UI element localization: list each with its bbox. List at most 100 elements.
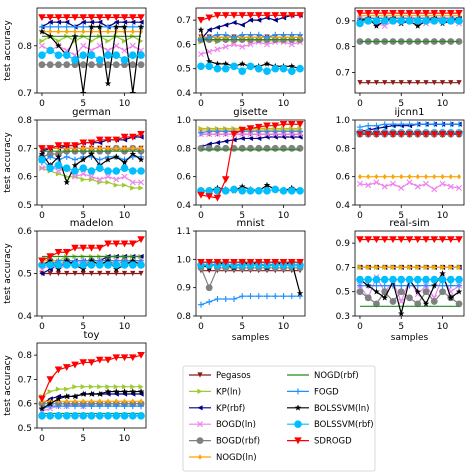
data-point — [128, 354, 137, 362]
data-point — [214, 24, 221, 31]
data-point — [71, 56, 79, 64]
data-point — [398, 80, 404, 86]
data-point — [407, 173, 412, 180]
data-point — [432, 173, 437, 180]
legend-entry-FOGD: FOGD — [287, 387, 339, 397]
data-point — [356, 9, 364, 17]
y-tick-label: 0.9 — [177, 284, 192, 294]
data-point — [63, 393, 70, 400]
data-point — [129, 89, 137, 93]
data-point — [62, 51, 71, 60]
data-point — [104, 261, 112, 269]
data-point — [205, 144, 213, 152]
data-point — [288, 293, 295, 300]
data-point — [96, 176, 103, 183]
data-point — [46, 376, 55, 384]
x-tick-label: 5 — [398, 99, 404, 109]
data-point — [139, 398, 144, 405]
data-point — [95, 14, 104, 22]
data-point — [356, 180, 363, 187]
data-point — [80, 390, 87, 397]
legend-marker — [198, 454, 202, 460]
data-point — [88, 403, 95, 410]
data-point — [366, 173, 371, 180]
data-point — [128, 412, 137, 420]
legend-marker — [294, 437, 302, 445]
data-point — [80, 23, 87, 30]
data-point — [38, 145, 46, 152]
y-tick-label: 0.7 — [336, 68, 350, 78]
data-point — [97, 398, 102, 405]
data-point — [430, 275, 439, 284]
y-tick-label: 0.6 — [18, 400, 33, 410]
data-point — [46, 46, 55, 55]
data-point — [55, 395, 62, 402]
y-tick-label: 0.4 — [177, 89, 192, 99]
data-point — [430, 298, 438, 305]
data-point — [256, 135, 262, 142]
data-point — [389, 17, 397, 25]
data-point — [288, 128, 295, 135]
data-point — [137, 23, 145, 30]
data-point — [205, 284, 213, 292]
data-point — [373, 300, 380, 308]
data-point — [254, 123, 263, 131]
data-point — [104, 51, 112, 60]
data-point — [373, 179, 380, 186]
data-point — [129, 388, 137, 395]
data-point — [239, 60, 246, 67]
data-point — [38, 405, 46, 412]
data-point — [121, 403, 128, 410]
data-point — [128, 261, 137, 269]
data-point — [63, 257, 70, 264]
data-point — [364, 17, 373, 25]
x-tick-label: 5 — [80, 99, 86, 109]
data-point — [230, 12, 238, 19]
data-point — [390, 80, 396, 86]
y-tick-label: 0.8 — [18, 351, 33, 361]
data-point — [197, 16, 205, 24]
data-point — [439, 80, 446, 86]
data-point — [54, 412, 63, 420]
data-point — [455, 17, 463, 25]
data-point — [382, 264, 387, 271]
data-point — [47, 19, 53, 25]
data-point — [423, 121, 430, 128]
data-point — [54, 261, 63, 269]
x-tick-label: 5 — [80, 434, 86, 444]
data-point — [39, 270, 45, 277]
data-point — [55, 265, 62, 272]
data-point — [46, 145, 55, 152]
data-point — [81, 145, 86, 152]
x-tick-label: 0 — [198, 99, 204, 109]
data-point — [214, 31, 221, 38]
data-point — [197, 144, 205, 152]
data-point — [389, 180, 396, 187]
data-point — [398, 121, 405, 128]
x-tick-label: 0 — [357, 99, 363, 109]
data-point — [120, 56, 129, 64]
data-point — [439, 270, 446, 277]
data-point — [137, 14, 145, 22]
data-point — [80, 403, 87, 410]
data-point — [389, 298, 397, 305]
data-point — [254, 12, 263, 19]
data-point — [96, 23, 103, 30]
data-point — [413, 9, 422, 17]
data-point — [122, 145, 127, 152]
data-point — [95, 244, 104, 252]
data-point — [222, 60, 229, 67]
data-point — [38, 261, 46, 269]
x-tick-label: 5 — [80, 322, 86, 332]
data-point — [246, 12, 255, 19]
data-point — [455, 130, 463, 138]
data-point — [72, 398, 77, 405]
data-point — [112, 240, 121, 248]
data-point — [88, 61, 95, 69]
data-point — [112, 261, 121, 269]
data-point — [106, 398, 111, 405]
data-point — [38, 257, 46, 265]
data-point — [120, 240, 129, 248]
data-point — [104, 412, 112, 420]
data-point — [80, 384, 86, 390]
